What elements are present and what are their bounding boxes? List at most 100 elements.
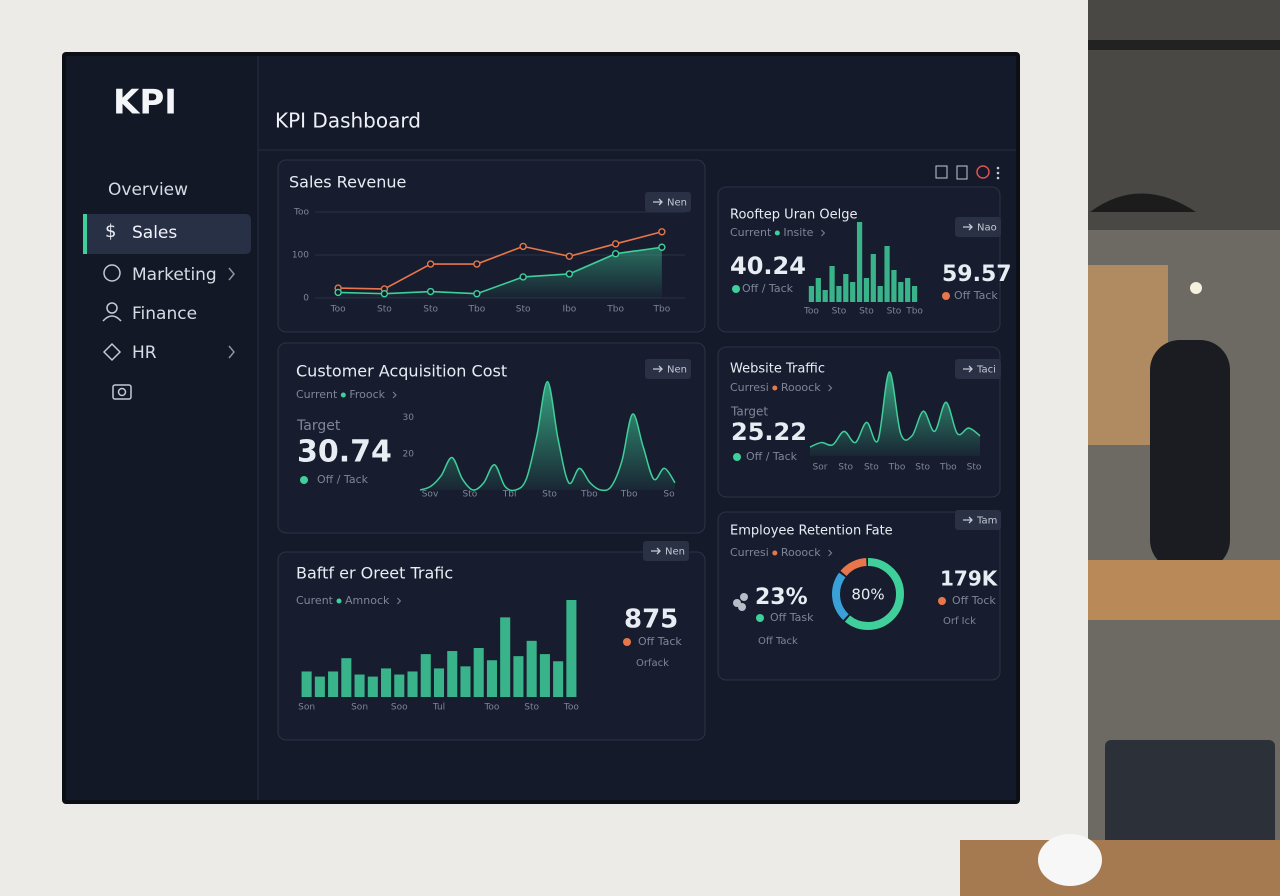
toolbar-icon[interactable] [976,165,990,179]
point [565,270,574,278]
toolbar-icon[interactable] [935,165,948,179]
beam [1088,40,1280,50]
donut-center-label: 80% [851,586,884,604]
subtitle: Current [730,226,772,239]
panel-button[interactable] [645,359,691,379]
x-tick-label: Too [483,703,499,713]
button-arrow [651,547,661,555]
nav-item[interactable]: HR [132,343,157,363]
bar [513,656,524,697]
point [519,242,527,251]
bar [328,671,339,697]
people-icon [738,603,746,611]
chevron [228,345,235,359]
bar [407,671,418,697]
subtitle: Rooock [781,381,821,394]
bar [566,600,577,697]
logo: KPI [113,83,177,123]
nav-item[interactable]: Finance [132,304,197,324]
sidebar [66,56,258,800]
bar [526,640,537,697]
x-tick-label: Sto [887,307,902,317]
bar [553,661,564,697]
nav-item[interactable]: Sales [132,223,177,243]
menu-dot[interactable] [996,166,1000,170]
camera-icon [117,387,127,397]
y-tick-label: 30 [403,413,415,423]
toolbar-icon[interactable] [956,165,968,180]
bar [314,676,325,697]
button-arrow [963,516,973,524]
table [1088,560,1280,620]
x-tick-label: Tbl [502,490,517,500]
kpi-note: Off / Tack [317,473,369,486]
point [658,228,666,236]
x-tick-label: Tbo [905,307,923,317]
bar [822,290,828,302]
kpi-value: 25.22 [731,418,807,446]
x-tick-label: Tbo [939,463,957,473]
button-arrow [653,198,663,206]
panel-button[interactable] [955,510,1001,530]
chevron [828,549,833,557]
point [519,273,527,281]
button-label: Nen [667,365,687,376]
point [426,287,435,296]
status-dot [774,230,780,236]
bar [884,246,890,302]
x-tick-label: Sto [915,463,930,473]
status-dot [733,453,741,461]
line [419,380,676,492]
kpi-value: 59.57 [942,262,1012,287]
x-tick-label: Sto [462,490,477,500]
x-tick-label: Sto [859,307,874,317]
cup [1038,834,1102,886]
chevron [821,229,826,237]
x-tick-label: Tbo [468,305,486,315]
x-tick-label: Tbo [888,463,906,473]
x-tick-label: Sto [516,305,531,315]
subtitle: Froock [349,388,385,401]
subtitle: Insite [783,226,813,239]
kpi-note: Off Tock [952,594,996,607]
nav-item[interactable]: Marketing [132,265,217,285]
panel-button[interactable] [955,359,1001,379]
x-tick-label: Sto [832,307,847,317]
x-tick-label: Tbo [606,305,624,315]
target-label: Target [296,418,341,434]
kpi-note: Orf Ick [943,616,976,627]
panel-title: Website Traffic [730,362,825,377]
kpi-note: Orfack [636,658,669,669]
camera-icon[interactable] [112,384,132,400]
status-dot [336,598,342,604]
panel-title: Customer Acquisition Cost [296,362,507,381]
laptop [1105,740,1275,860]
panel-button[interactable] [645,192,691,212]
active-nav-marker [83,214,87,254]
kpi-value: 875 [624,605,678,635]
status-dot [756,614,764,622]
bar [354,674,365,697]
active-nav-bg[interactable] [83,214,251,254]
bar [381,668,392,697]
y-tick-label: Too [293,208,309,218]
area [810,371,980,456]
panel-button[interactable] [643,541,689,561]
person [1150,340,1230,570]
point [611,240,620,248]
kpi-note: Off Tack [954,289,998,302]
subtitle: Amnock [345,594,390,607]
kpi-note: Off / Tack [742,282,794,295]
x-tick-label: So [663,490,675,500]
x-tick-label: Tbo [580,490,598,500]
nav-item[interactable]: Overview [108,180,188,200]
point [334,288,342,297]
panel-button[interactable] [955,217,1001,237]
bar [433,668,445,697]
subtitle: Current [296,388,338,401]
subtitle: Rooock [781,546,821,559]
bar [808,286,815,302]
status-dot [772,385,778,391]
bar [815,278,821,302]
